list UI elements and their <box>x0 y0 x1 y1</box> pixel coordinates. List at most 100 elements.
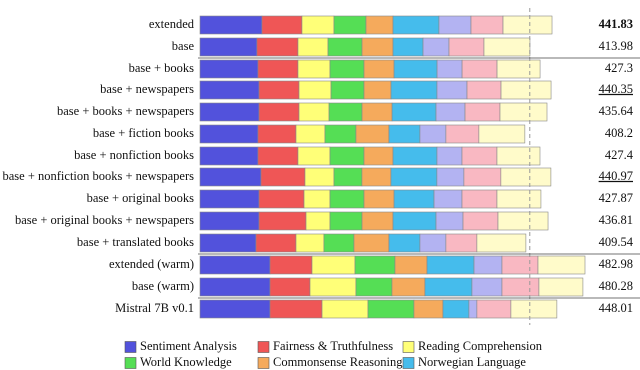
bar-segment <box>295 233 325 253</box>
bar-segment <box>363 59 395 79</box>
bar-segment <box>329 189 365 209</box>
category-label: base + translated books <box>77 235 194 249</box>
legend-label: Fairness & Truthfulness <box>273 339 393 353</box>
bar-segment <box>422 37 450 57</box>
bar-segment <box>464 102 501 122</box>
bar-segment <box>436 59 463 79</box>
bar-segment <box>537 255 586 275</box>
bar-segment <box>390 167 438 187</box>
bar-segment <box>330 80 365 100</box>
bar-segment <box>269 255 313 275</box>
bar-segment <box>500 167 552 187</box>
bar-segment <box>462 211 499 231</box>
bar-segment <box>363 189 395 209</box>
legend-swatch <box>402 357 415 369</box>
bar-segment <box>199 124 259 144</box>
bar-segment <box>329 211 363 231</box>
bar-segment <box>391 102 437 122</box>
bar-segment <box>435 211 464 231</box>
legend-swatch <box>402 341 415 353</box>
bar-segment <box>305 211 331 231</box>
bar-segment <box>261 15 303 35</box>
bar-segment <box>260 167 306 187</box>
bar-segment <box>391 277 426 297</box>
bar-segment <box>538 277 584 297</box>
bar-segment <box>388 124 421 144</box>
bar-segment <box>435 102 466 122</box>
bar-segment <box>199 299 271 319</box>
bar-segment <box>199 59 259 79</box>
bar-segment <box>470 15 504 35</box>
category-label: base + nonfiction books + newspapers <box>3 169 195 183</box>
bar-segment <box>413 299 444 319</box>
bar-segment <box>394 255 428 275</box>
bar-segment <box>361 37 394 57</box>
bar-segment <box>297 146 331 166</box>
bar-segment <box>392 146 438 166</box>
total-label: 440.97 <box>599 169 633 183</box>
legend-label: Reading Comprehension <box>418 339 543 353</box>
bar-segment <box>295 124 326 144</box>
bar-segment <box>392 37 424 57</box>
bar-segment <box>433 189 463 209</box>
total-label: 427.4 <box>605 148 634 162</box>
bar-segment <box>269 299 323 319</box>
bar-segment <box>309 277 357 297</box>
total-label: 441.83 <box>599 17 633 31</box>
total-label: 448.01 <box>599 301 633 315</box>
bar-segment <box>478 124 526 144</box>
bar-segment <box>499 102 548 122</box>
bar-segment <box>297 37 329 57</box>
bar-segment <box>424 277 473 297</box>
bar-segment <box>257 146 299 166</box>
bar-segment <box>199 80 260 100</box>
bar-segment <box>393 189 435 209</box>
total-label: 482.98 <box>599 257 633 271</box>
bar-segment <box>361 102 393 122</box>
bar-segment <box>426 255 475 275</box>
bar-segment <box>419 124 447 144</box>
bar-segment <box>258 189 305 209</box>
category-label: base + books <box>129 61 195 75</box>
bar-segment <box>355 124 390 144</box>
bar-segment <box>476 299 512 319</box>
bar-segment <box>298 80 332 100</box>
legend-label: Commonsense Reasoning <box>273 355 403 369</box>
bar-segment <box>496 146 541 166</box>
total-label: 440.35 <box>599 82 633 96</box>
category-label: base + original books <box>87 191 195 205</box>
bar-segment <box>419 233 447 253</box>
total-label: 480.28 <box>599 279 633 293</box>
bar-segment <box>388 233 421 253</box>
bar-segment <box>355 277 393 297</box>
bar-segment <box>390 80 438 100</box>
bar-segment <box>500 80 552 100</box>
total-label: 427.3 <box>605 61 633 75</box>
bar-segment <box>445 233 478 253</box>
legend-label: Norwegian Language <box>418 355 526 369</box>
legend-swatch <box>257 357 270 369</box>
category-label: Mistral 7B v0.1 <box>115 301 194 315</box>
bar-segment <box>473 255 503 275</box>
bar-segment <box>329 59 365 79</box>
category-label: base + original books + newspapers <box>15 213 194 227</box>
bar-segment <box>258 102 300 122</box>
bar-segment <box>471 277 503 297</box>
bar-segment <box>438 15 472 35</box>
bar-segment <box>333 167 363 187</box>
bar-segment <box>496 59 541 79</box>
bar-segment <box>354 255 396 275</box>
bar-segment <box>436 167 465 187</box>
bar-segment <box>269 277 311 297</box>
bar-segment <box>199 277 271 297</box>
total-label: 435.64 <box>599 104 634 118</box>
category-label: base + fiction books <box>93 126 194 140</box>
legend-swatch <box>257 341 270 353</box>
bar-segment <box>321 299 369 319</box>
bar-segment <box>199 233 257 253</box>
bar-segment <box>199 102 260 122</box>
bar-segment <box>333 15 367 35</box>
bar-segment <box>367 299 415 319</box>
bar-segment <box>257 124 297 144</box>
bar-segment <box>501 255 539 275</box>
